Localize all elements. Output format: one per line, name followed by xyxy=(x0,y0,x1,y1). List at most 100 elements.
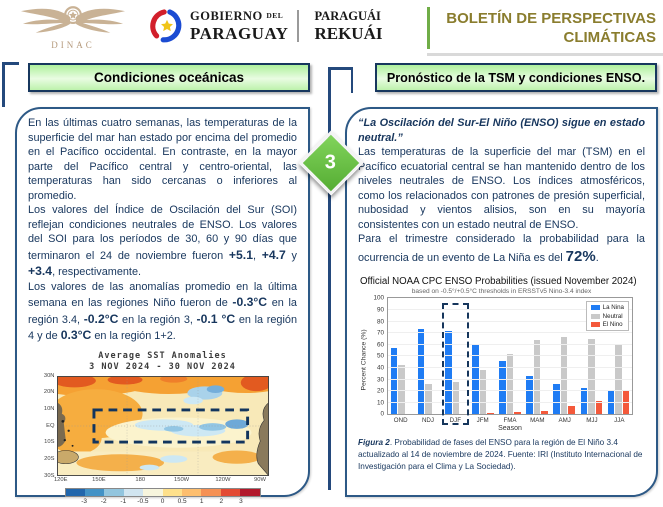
colorbar-segment xyxy=(162,488,182,496)
section-header-tsm-enso: Pronóstico de la TSM y condiciones ENSO. xyxy=(375,63,657,92)
nino-sep1: en la región 3.4, xyxy=(28,297,297,326)
ocean-conditions-panel: En las últimas cuatro semanas, las tempe… xyxy=(15,107,310,505)
gridline xyxy=(388,309,632,311)
nino-sep2: en la región 3, xyxy=(118,313,197,326)
djf-highlight-box xyxy=(441,303,469,426)
plot-outer: 0 10 20 30 40 50 60 70 80 90 100 La Nina Neutral El … xyxy=(373,295,633,426)
gridline xyxy=(388,320,632,322)
lat-label: 10N xyxy=(43,405,55,412)
dinac-wings-icon xyxy=(20,6,126,33)
legend-item: La Nina xyxy=(590,304,624,312)
x-axis-label: Season xyxy=(498,425,522,433)
bar xyxy=(607,391,615,415)
gov-divider xyxy=(297,10,300,42)
gridline xyxy=(388,401,632,403)
x-tick-label: JFM xyxy=(476,417,489,425)
legend-swatch xyxy=(590,322,600,328)
colorbar-segment xyxy=(240,488,260,496)
middle-bracket-stub xyxy=(328,67,353,70)
chart-area: Percent Chance (%) 0 10 20 30 40 50 60 70 80 90 10… xyxy=(358,295,645,426)
fig2-plot: 0 10 20 30 40 50 60 70 80 90 100 La Nina Neutral El … xyxy=(373,295,633,418)
gov-line1-small: DEL xyxy=(266,11,284,21)
figure1-sst-anomaly-map: Average SST Anomalies 3 NOV 2024 - 30 NO… xyxy=(28,351,297,507)
gridline xyxy=(388,332,632,334)
nino3-value: -0.2°C xyxy=(83,311,119,326)
y-tick-label: 30 xyxy=(376,376,384,384)
colorbar-segment xyxy=(104,488,124,496)
soi-sep2: y xyxy=(285,249,297,262)
lat-label: 20N xyxy=(43,389,55,396)
bar xyxy=(398,364,405,415)
la-nina-probability-value: 72% xyxy=(565,247,596,265)
x-tick-label: FMA xyxy=(503,417,517,425)
tsm-status-paragraph: Las temperaturas de la superficie del ma… xyxy=(358,146,645,231)
fig2-yticks: 0 10 20 30 40 50 60 70 80 90 100 xyxy=(369,295,386,418)
x-tick-label: AMJ xyxy=(558,417,571,425)
bar-group xyxy=(578,298,605,415)
bar xyxy=(417,328,425,415)
sst-anomaly-map-image xyxy=(48,373,272,477)
y-tick-label: 0 xyxy=(380,410,384,418)
bar xyxy=(506,354,514,415)
gov-line1-big: GOBIERNO xyxy=(190,9,263,24)
gov-guarani-wordmark: PARAGUÁI REKUÁI xyxy=(314,10,382,42)
bar xyxy=(622,391,630,415)
bar-group xyxy=(388,298,415,415)
figure2-caption-label: Figura 2 xyxy=(358,438,390,448)
fig2-bars xyxy=(388,298,632,415)
bar xyxy=(580,387,588,415)
paraguay-emblem-icon xyxy=(150,9,184,43)
y-tick-label: 10 xyxy=(376,399,384,407)
x-tick-label: NDJ xyxy=(421,417,434,425)
bar-group xyxy=(442,298,469,415)
legend-swatch xyxy=(590,305,600,311)
colorbar-segment xyxy=(143,488,163,496)
soi-value-60d: +4.7 xyxy=(261,247,286,262)
soi-value-90d: +3.4 xyxy=(28,264,53,278)
nino-text: Los valores de las anomalías promedio en… xyxy=(28,280,297,310)
left-bracket-line xyxy=(2,62,5,107)
step-number: 3 xyxy=(325,151,337,174)
middle-connector-line xyxy=(328,67,331,490)
nino4-value: -0.1 °C xyxy=(196,311,236,326)
legend-item: Neutral xyxy=(590,313,624,320)
bar xyxy=(615,344,622,415)
colorbar-label: -2 xyxy=(100,497,107,505)
y-tick-label: 40 xyxy=(376,364,384,372)
x-tick-label: MAM xyxy=(530,417,545,425)
legend-label: La Nina xyxy=(602,304,624,312)
lat-label: 10S xyxy=(44,439,55,446)
chart-legend: La Nina Neutral El Nino xyxy=(585,301,629,332)
bar xyxy=(588,339,595,415)
y-tick-label: 90 xyxy=(376,306,384,314)
bar xyxy=(425,384,432,415)
lon-label: 180 xyxy=(135,476,146,483)
bar xyxy=(568,406,575,415)
chart-subtitle: based on -0.5°/+0.5°C thresholds in ERSS… xyxy=(411,288,592,296)
gridline xyxy=(388,343,632,345)
la-nina-probability-paragraph: Para el trimestre considerado la probabi… xyxy=(358,232,645,266)
paraguay-gov-logo: GOBIERNO DEL PARAGUAY PARAGUÁI REKUÁI xyxy=(150,9,382,43)
gridline xyxy=(388,367,632,369)
bar xyxy=(560,336,568,415)
bar-group xyxy=(415,298,442,415)
enso-quote: “La Oscilación del Sur-El Niño (ENSO) si… xyxy=(358,117,645,144)
y-tick-label: 60 xyxy=(376,341,384,349)
legend-label: El Nino xyxy=(602,321,623,329)
sst-overview-paragraph: En las últimas cuatro semanas, las tempe… xyxy=(28,117,297,202)
colorbar-segment xyxy=(123,488,144,496)
bar xyxy=(479,370,487,415)
x-tick-label: MJJ xyxy=(586,417,598,425)
probability-tail: . xyxy=(595,251,599,264)
gov-right-line1: PARAGUÁI xyxy=(314,9,381,24)
nino12-value: 0.3°C xyxy=(60,328,92,342)
colorbar-segment xyxy=(220,488,241,496)
colorbar-label: 1 xyxy=(199,497,204,505)
y-tick-label: 70 xyxy=(376,329,384,337)
colorbar-swatches xyxy=(64,487,261,497)
lat-label: EQ xyxy=(46,422,55,429)
soi-tail: , respectivamente. xyxy=(52,266,142,278)
bar xyxy=(533,340,541,415)
colorbar-label: 0.5 xyxy=(177,497,187,505)
bulletin-title-line1: BOLETÍN DE PERSPECTIVAS xyxy=(446,10,656,27)
